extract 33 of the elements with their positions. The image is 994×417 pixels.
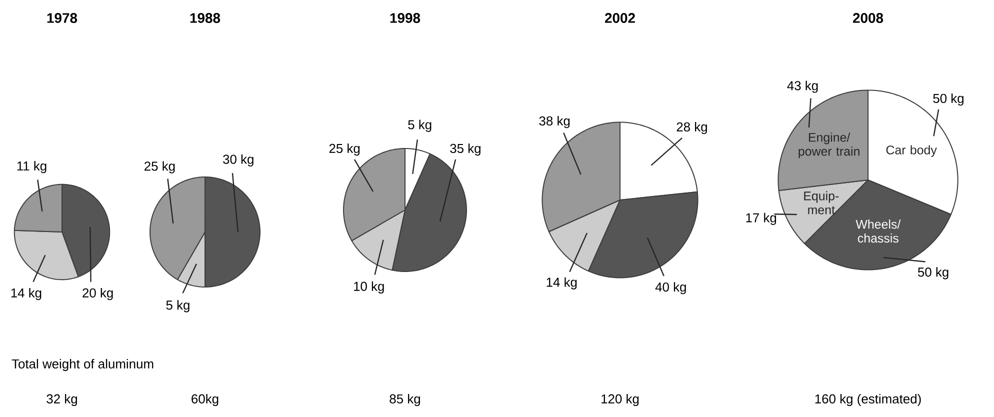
- data-label: 40 kg: [655, 282, 686, 294]
- data-label: 28 kg: [676, 122, 707, 134]
- data-label: 10 kg: [354, 281, 384, 294]
- data-label: 50 kg: [933, 93, 964, 106]
- data-label: 38 kg: [539, 116, 570, 128]
- chart-title: 1978: [47, 13, 78, 23]
- data-label: 11 kg: [17, 161, 46, 174]
- chart-title: 2002: [604, 13, 635, 23]
- slice-label: Equip- ment: [804, 191, 839, 214]
- data-label: 17 kg: [746, 212, 776, 225]
- data-label: 50 kg: [918, 267, 948, 280]
- data-label: 5 kg: [408, 120, 432, 132]
- data-label: 25 kg: [144, 161, 175, 174]
- text: 60kg: [192, 394, 218, 406]
- data-label: 14 kg: [11, 288, 42, 300]
- text: 32 kg: [46, 394, 77, 406]
- data-label: 25 kg: [329, 144, 360, 156]
- data-label: 43 kg: [787, 80, 818, 93]
- text: Total weight of aluminum: [12, 358, 154, 372]
- slice-label: Car body: [886, 145, 937, 157]
- slice-label: Wheels/ chassis: [856, 220, 901, 243]
- text: 120 kg: [602, 394, 639, 406]
- data-label: 30 kg: [223, 154, 254, 166]
- data-label: 20 kg: [82, 288, 113, 300]
- chart-title: 1998: [390, 13, 420, 23]
- chart-title: 1988: [190, 13, 220, 23]
- text: 160 kg (estimated): [815, 394, 921, 406]
- chart-title: 2008: [852, 13, 884, 23]
- data-label: 35 kg: [450, 144, 480, 156]
- slice-label: Engine/ power train: [798, 132, 860, 158]
- data-label: 14 kg: [546, 277, 577, 290]
- text: 85 kg: [390, 394, 420, 406]
- data-label: 5 kg: [166, 300, 190, 312]
